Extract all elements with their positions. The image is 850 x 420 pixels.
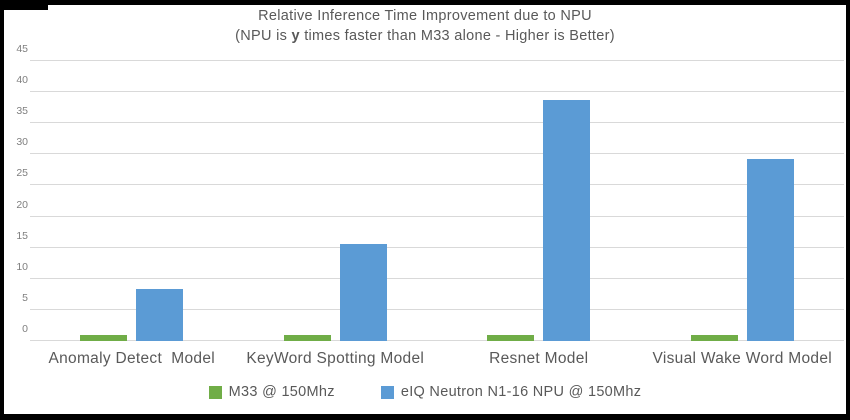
bars-row <box>30 61 844 341</box>
y-axis-tick-label-20: 20 <box>16 198 28 211</box>
y-axis-tick-label-45: 45 <box>16 43 28 55</box>
legend-swatch-m33 <box>208 385 222 399</box>
bar-m33-anomaly-detect-model <box>80 334 128 341</box>
gridline-0 <box>30 340 844 341</box>
bar-group-visual-wake-word-model <box>641 61 845 341</box>
legend-item-eiq: eIQ Neutron N1-16 NPU @ 150Mhz <box>380 384 642 400</box>
bar-group-anomaly-detect-model <box>30 61 234 341</box>
legend-swatch-eiq <box>380 385 394 399</box>
gridline-20 <box>30 215 844 217</box>
x-axis-label-resnet-model: Resnet Model <box>489 350 589 367</box>
y-axis-tick-label-35: 35 <box>16 105 28 118</box>
gridline-45 <box>30 60 844 61</box>
chart-subtitle: (NPU is y times faster than M33 alone - … <box>0 28 850 44</box>
subtitle-bold-y: y <box>291 28 300 44</box>
y-axis-tick-label-40: 40 <box>16 74 28 87</box>
bar-m33-keyword-spotting-model <box>283 334 331 341</box>
bar-eiq-resnet-model <box>543 100 591 341</box>
legend-label-eiq: eIQ Neutron N1-16 NPU @ 150Mhz <box>400 384 642 400</box>
bar-eiq-anomaly-detect-model <box>136 288 184 341</box>
subtitle-prefix: (NPU is <box>235 28 292 44</box>
gridline-15 <box>30 246 844 248</box>
y-axis-labels: 0 5 10 15 20 25 30 35 40 45 <box>4 43 28 341</box>
gridline-10 <box>30 277 844 279</box>
bar-m33-visual-wake-word-model <box>690 334 738 341</box>
y-axis-tick-label-30: 30 <box>16 136 28 149</box>
bar-eiq-visual-wake-word-model <box>746 158 794 341</box>
plot-area <box>30 60 844 341</box>
gridline-30 <box>30 153 844 155</box>
y-axis-tick-label-5: 5 <box>22 291 28 304</box>
bar-m33-resnet-model <box>487 334 535 341</box>
x-axis-label-visual-wake-word-model: Visual Wake Word Model <box>652 350 832 367</box>
gridline-25 <box>30 184 844 186</box>
frame-corner-accent <box>0 0 48 10</box>
legend-label-m33: M33 @ 150Mhz <box>228 384 335 400</box>
bar-group-keyword-spotting-model <box>234 61 438 341</box>
chart-title: Relative Inference Time Improvement due … <box>258 8 592 24</box>
y-axis-tick-label-25: 25 <box>16 167 28 180</box>
legend-item-m33: M33 @ 150Mhz <box>208 384 335 400</box>
y-axis-tick-label-0: 0 <box>22 323 28 335</box>
y-axis-tick-label-15: 15 <box>16 229 28 242</box>
bar-group-resnet-model <box>437 61 641 341</box>
y-axis-tick-label-10: 10 <box>16 260 28 273</box>
x-axis-labels: Anomaly Detect Model KeyWord Spotting Mod… <box>30 350 844 368</box>
bar-eiq-keyword-spotting-model <box>339 243 387 341</box>
x-axis-label-keyword-spotting-model: KeyWord Spotting Model <box>246 350 425 367</box>
gridline-40 <box>30 91 844 93</box>
subtitle-suffix: times faster than M33 alone - Higher is … <box>299 28 615 44</box>
gridline-35 <box>30 122 844 124</box>
gridline-5 <box>30 308 844 310</box>
legend: M33 @ 150Mhz eIQ Neutron N1-16 NPU @ 150M… <box>0 384 850 400</box>
x-axis-label-anomaly-detect-model: Anomaly Detect Model <box>48 350 216 367</box>
